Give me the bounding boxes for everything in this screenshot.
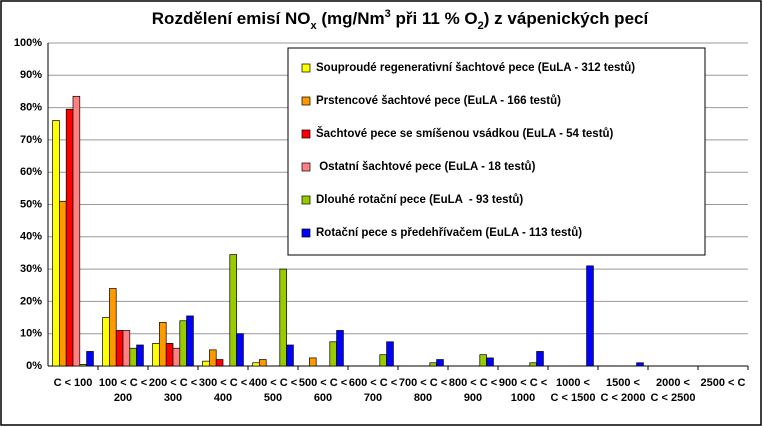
bar	[86, 351, 94, 367]
bar	[152, 343, 160, 367]
bar	[136, 344, 144, 367]
bar	[479, 354, 487, 367]
x-tick-label: 500 < C <	[299, 377, 347, 389]
bar	[115, 330, 124, 367]
x-tick-label: 800	[414, 392, 432, 404]
legend-swatch	[301, 129, 311, 139]
x-tick-label: 400	[214, 392, 232, 404]
bar	[236, 333, 244, 367]
x-tick-label: 600	[314, 392, 332, 404]
x-tick-label: 700	[364, 392, 382, 404]
legend-swatch	[301, 195, 311, 205]
y-tick-label: 10%	[20, 328, 42, 340]
bar	[636, 362, 644, 367]
bar	[252, 362, 260, 367]
bar	[65, 108, 74, 367]
bar	[529, 362, 537, 367]
bar	[259, 359, 267, 367]
legend-swatch	[301, 162, 311, 172]
bar	[186, 315, 194, 367]
legend-label: Ostatní šachtové pece (EuLA - 18 testů)	[316, 161, 536, 173]
bar	[279, 268, 287, 367]
x-tick-label: C < 1500	[551, 392, 596, 404]
bar	[202, 360, 210, 367]
title-sub: 2	[478, 20, 484, 32]
legend-label: Dlouhé rotační pece (EuLA - 93 testů)	[316, 194, 523, 206]
legend-swatch	[301, 228, 311, 238]
bar	[329, 341, 337, 367]
y-tick-label: 100%	[14, 37, 42, 49]
bar	[486, 357, 494, 367]
x-tick-label: 300 < C <	[199, 377, 247, 389]
y-tick-label: 80%	[20, 102, 42, 114]
bar	[309, 357, 317, 367]
x-tick-label: 100 < C <	[99, 377, 147, 389]
y-tick-label: 30%	[20, 263, 42, 275]
x-tick-label: 500	[264, 392, 282, 404]
bar	[209, 349, 217, 367]
title-sub: x	[310, 20, 317, 32]
bar	[165, 343, 174, 367]
x-tick-label: C < 2500	[651, 392, 696, 404]
bar	[59, 200, 67, 367]
legend-swatch	[301, 63, 311, 73]
bar	[336, 330, 344, 367]
bar	[429, 362, 437, 367]
bar	[172, 347, 181, 367]
legend-label: Šachtové pece se smíšenou vsádkou (EuLA …	[316, 127, 614, 140]
x-tick-label: 800 < C <	[449, 377, 497, 389]
bar	[109, 288, 117, 367]
bar	[122, 330, 131, 367]
x-tick-label: 1000 <	[556, 377, 590, 389]
bar	[159, 322, 167, 367]
y-tick-label: 20%	[20, 295, 42, 307]
x-tick-label: 200	[114, 392, 132, 404]
x-tick-label: 2500 < C	[701, 377, 746, 389]
legend-label: Souproudé regenerativní šachtové pece (E…	[316, 62, 635, 74]
x-tick-label: 1000	[511, 392, 535, 404]
legend-label: Rotační pece s předehřívačem (EuLA - 113…	[316, 227, 582, 239]
legend-box	[287, 47, 706, 256]
bar	[52, 120, 60, 367]
x-tick-label: 700 < C <	[399, 377, 447, 389]
y-tick-label: 50%	[20, 198, 42, 210]
x-tick-label: 600 < C <	[349, 377, 397, 389]
x-tick-label: 900	[464, 392, 482, 404]
bar	[379, 354, 387, 367]
x-tick-label: 2000 <	[656, 377, 690, 389]
x-tick-label: 300	[164, 392, 182, 404]
bar	[436, 359, 444, 367]
bar	[386, 341, 394, 367]
x-tick-label: C < 2000	[601, 392, 646, 404]
chart-title: Rozdělení emisí NOx (mg/Nm3 při 11 % O2)…	[152, 8, 650, 32]
y-tick-label: 40%	[20, 231, 42, 243]
bar	[79, 364, 87, 367]
y-tick-label: 70%	[20, 134, 42, 146]
bar	[586, 265, 594, 367]
bar	[72, 95, 81, 367]
y-tick-label: 90%	[20, 69, 42, 81]
bar	[129, 347, 137, 367]
x-tick-label: 200 < C <	[149, 377, 197, 389]
title-sup: 3	[385, 8, 391, 20]
y-tick-label: 0%	[26, 360, 42, 372]
x-tick-label: C < 100	[54, 377, 93, 389]
title-part: Rozdělení emisí NO	[152, 9, 311, 28]
bar	[215, 359, 224, 367]
legend-swatch	[301, 96, 311, 106]
title-part: ) z vápenických pecí	[484, 9, 650, 28]
bar	[536, 351, 544, 367]
y-tick-label: 60%	[20, 166, 42, 178]
bar	[179, 320, 187, 367]
title-part: při 11 % O	[391, 9, 478, 28]
legend-label: Prstencové šachtové pece (EuLA - 166 tes…	[316, 95, 561, 107]
x-tick-label: 1500 <	[606, 377, 640, 389]
x-tick-label: 400 < C <	[249, 377, 297, 389]
bar	[286, 344, 294, 367]
title-part: (mg/Nm	[317, 9, 385, 28]
bar	[229, 254, 237, 367]
x-tick-label: 900 < C <	[499, 377, 547, 389]
bar	[102, 317, 110, 367]
